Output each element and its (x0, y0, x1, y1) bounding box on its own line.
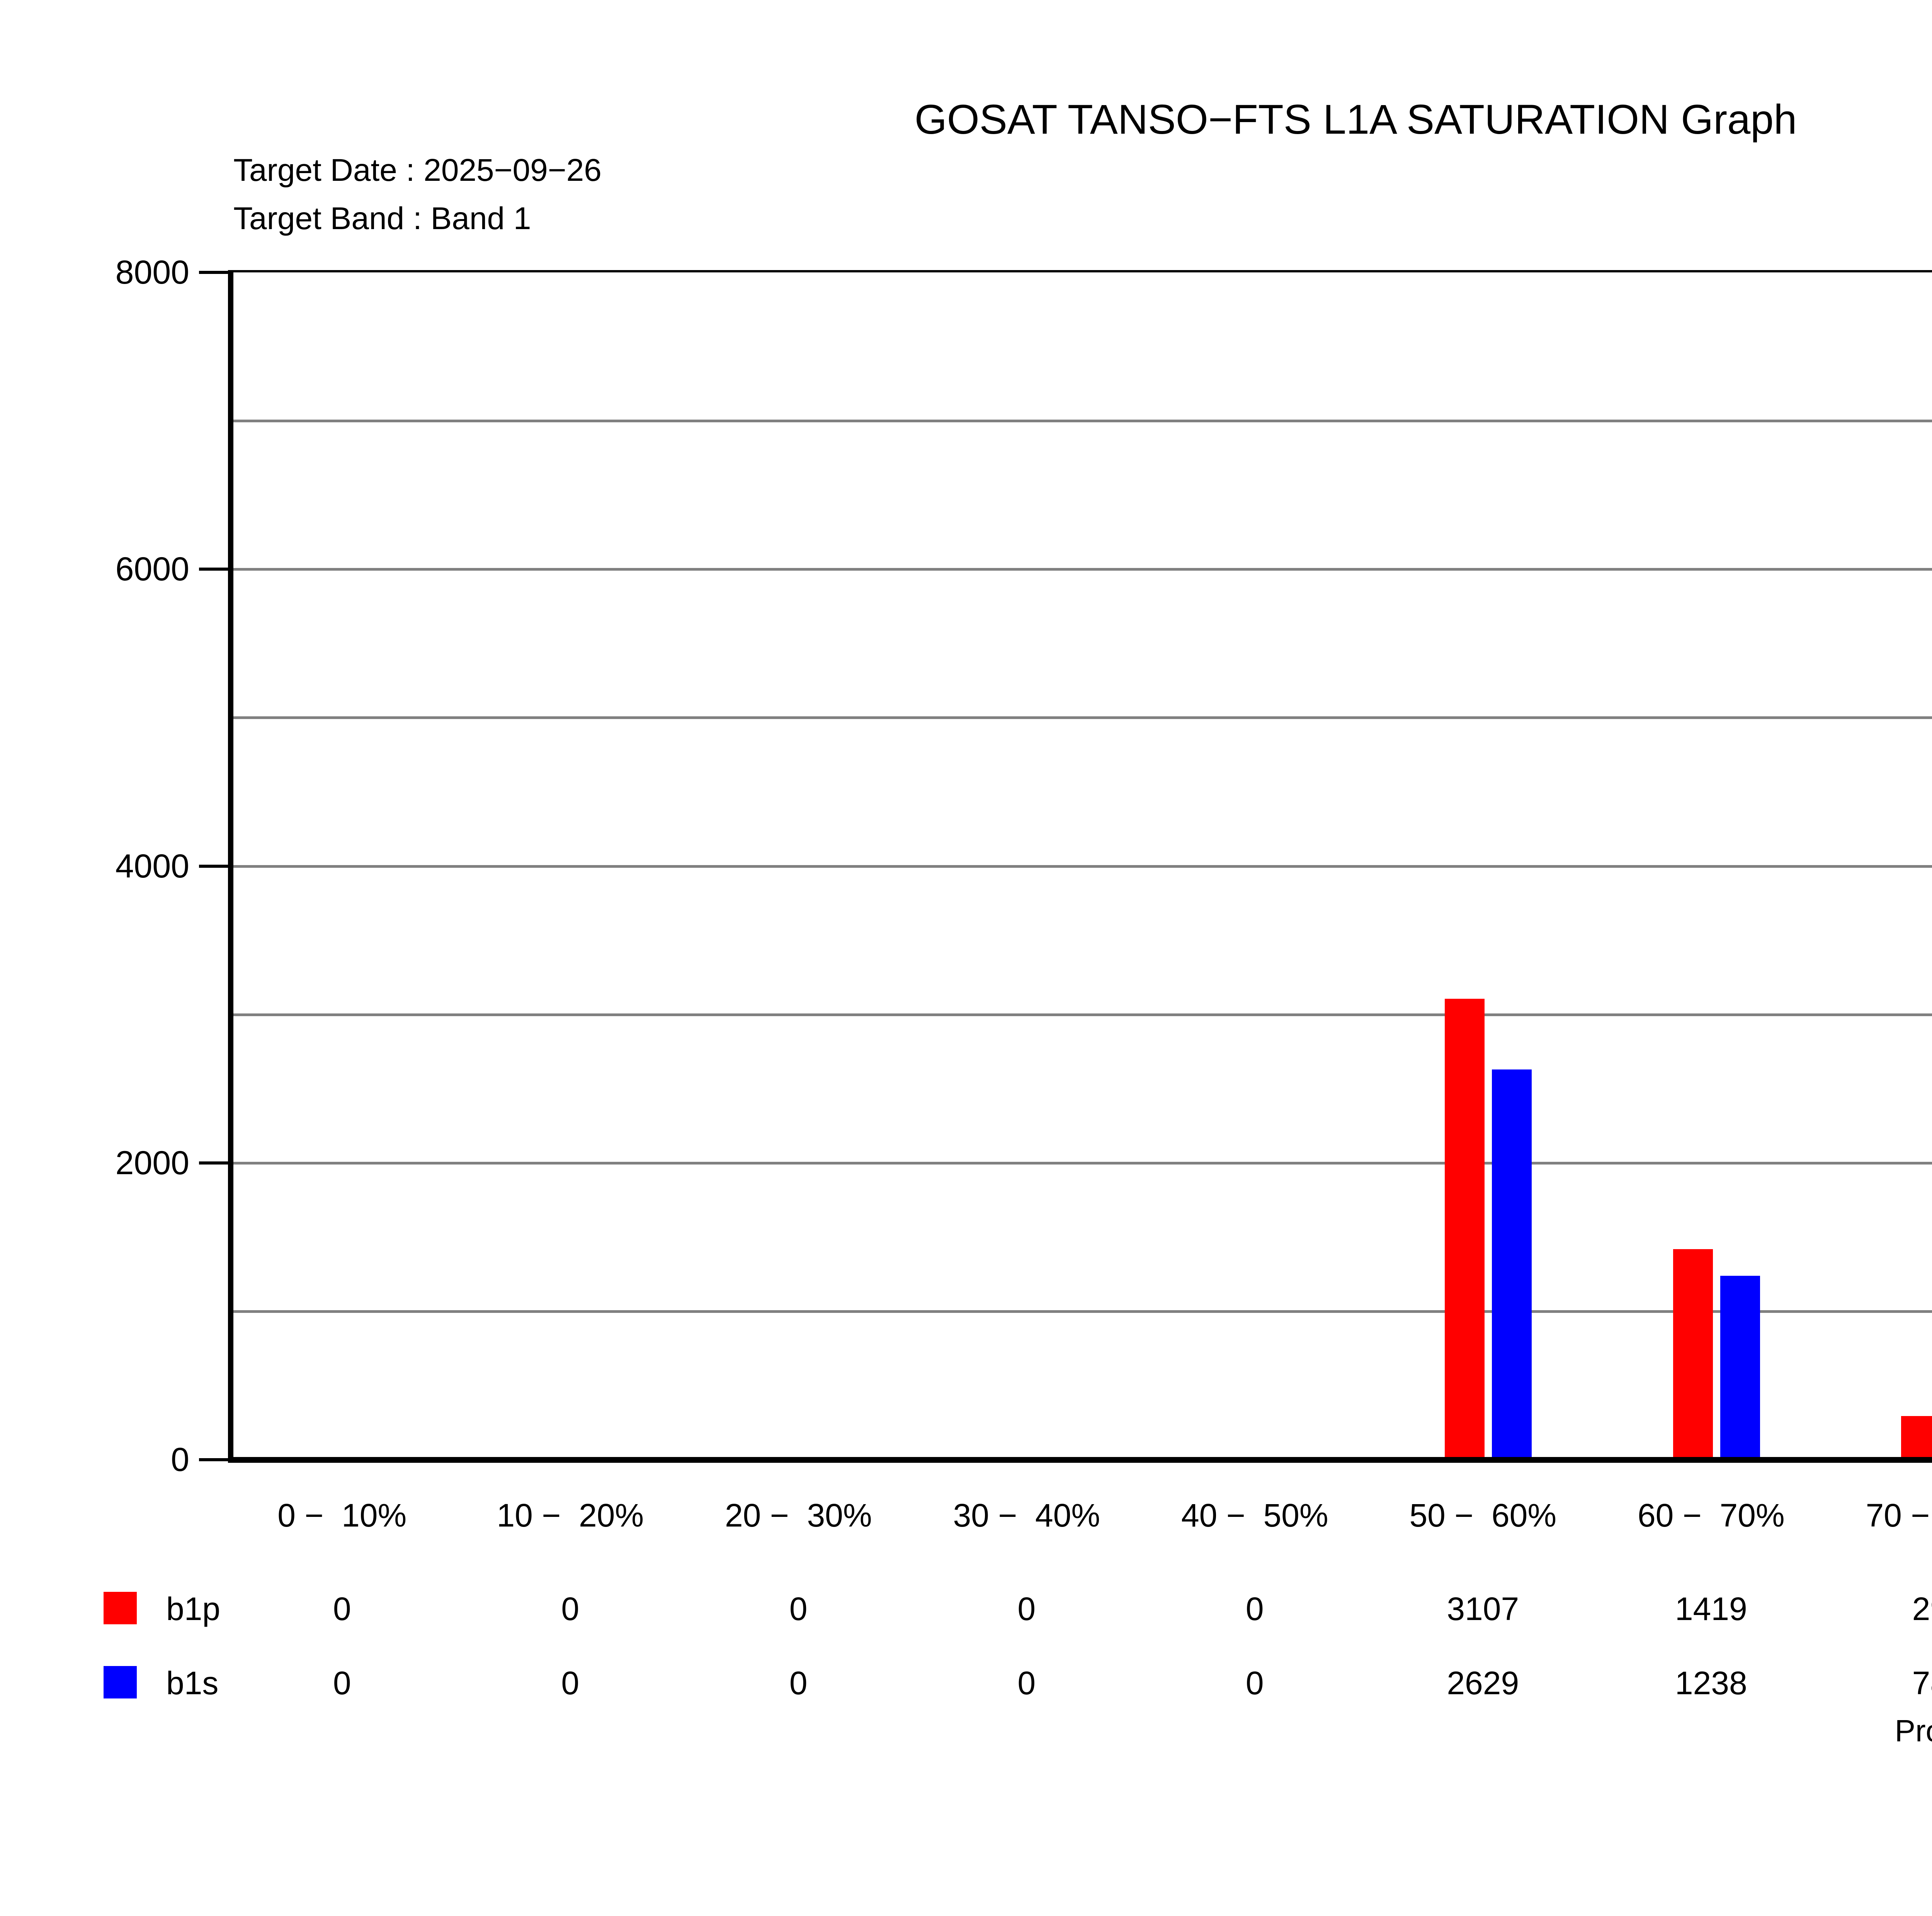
x-axis-category-label: 70 − 80% (1866, 1497, 1930, 1533)
y-axis-tick-mark (199, 568, 228, 571)
bar-b1p-6 (1673, 1249, 1713, 1460)
gridline (233, 716, 1932, 719)
plot-area (228, 272, 1932, 1460)
page-title: GOSAT TANSO−FTS L1A SATURATION Graph (914, 96, 1797, 143)
legend-swatch-b1p (104, 1592, 137, 1624)
bar-b1s-5 (1492, 1069, 1532, 1460)
value-cell-b1p-0: 0 (333, 1591, 351, 1627)
gridline (233, 568, 1932, 571)
target-date-label: Target Date : 2025−09−26 (233, 153, 602, 188)
x-axis-category-label: 20 − 30% (724, 1497, 872, 1533)
value-cell-b1s-6: 1238 (1675, 1665, 1747, 1701)
x-axis-category-label: 60 − 70% (1637, 1497, 1785, 1533)
value-cell-b1s-3: 0 (1017, 1665, 1036, 1701)
value-cell-b1p-3: 0 (1017, 1591, 1036, 1627)
y-axis-tick-label: 4000 (115, 847, 189, 885)
y-axis-tick-label: 2000 (115, 1144, 189, 1182)
target-band-label: Target Band : Band 1 (233, 201, 531, 236)
x-axis-category-label: 30 − 40% (953, 1497, 1100, 1533)
gridline (233, 1013, 1932, 1016)
plot-bottom-axis (228, 1457, 1932, 1463)
x-axis-category-label: 40 − 50% (1181, 1497, 1328, 1533)
value-cell-b1s-1: 0 (561, 1665, 580, 1701)
legend-label-b1s: b1s (166, 1665, 219, 1701)
gridline (233, 420, 1932, 423)
plot-inner (233, 272, 1932, 1460)
value-cell-b1s-4: 0 (1245, 1665, 1264, 1701)
y-axis-tick-mark (199, 864, 228, 868)
x-axis-category-label: 50 − 60% (1409, 1497, 1557, 1533)
legend-swatch-b1s (104, 1666, 137, 1698)
x-axis-category-label: 0 − 10% (277, 1497, 407, 1533)
bar-b1s-6 (1720, 1276, 1760, 1460)
value-cell-b1s-0: 0 (333, 1665, 351, 1701)
processed-footer: Processed by JAXA/EORC at 2025−09−28 08:… (1895, 1714, 1932, 1748)
value-cell-b1p-2: 0 (789, 1591, 808, 1627)
bar-b1p-7 (1901, 1416, 1932, 1460)
x-axis-category-label: 10 − 20% (497, 1497, 644, 1533)
value-cell-b1p-4: 0 (1245, 1591, 1264, 1627)
value-cell-b1p-7: 293 (1912, 1591, 1932, 1627)
value-cell-b1p-6: 1419 (1675, 1591, 1747, 1627)
legend-label-b1p: b1p (166, 1591, 221, 1627)
y-axis-tick-label: 6000 (115, 551, 189, 588)
gridline (233, 1310, 1932, 1313)
value-cell-b1s-7: 789 (1912, 1665, 1932, 1701)
value-cell-b1p-1: 0 (561, 1591, 580, 1627)
gridline (233, 1161, 1932, 1165)
y-axis-tick-label: 0 (171, 1441, 189, 1478)
value-cell-b1p-5: 3107 (1447, 1591, 1519, 1627)
bar-b1p-5 (1445, 998, 1485, 1460)
y-axis-tick-mark (199, 1458, 228, 1461)
value-cell-b1s-5: 2629 (1447, 1665, 1519, 1701)
value-cell-b1s-2: 0 (789, 1665, 808, 1701)
gridline (233, 865, 1932, 868)
y-axis-tick-mark (199, 271, 228, 274)
y-axis-tick-mark (199, 1161, 228, 1165)
y-axis-tick-label: 8000 (115, 254, 189, 291)
